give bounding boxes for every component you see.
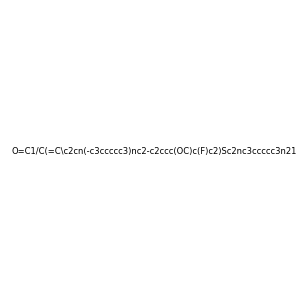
Text: O=C1/C(=C\c2cn(-c3ccccc3)nc2-c2ccc(OC)c(F)c2)Sc2nc3ccccc3n21: O=C1/C(=C\c2cn(-c3ccccc3)nc2-c2ccc(OC)c(… xyxy=(11,147,296,156)
